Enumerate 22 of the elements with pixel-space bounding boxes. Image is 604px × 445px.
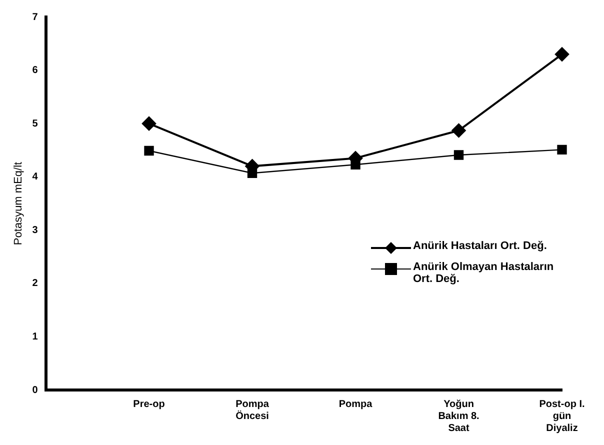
y-tick-label: 5: [32, 118, 38, 130]
y-axis-title: Potasyum mEq/lt: [12, 162, 25, 246]
y-tick-label: 3: [32, 224, 38, 236]
x-tick-label: Yoğun Bakım 8. Saat: [438, 398, 480, 434]
x-tick-label: Pompa: [338, 398, 373, 410]
point: [555, 47, 569, 62]
x-tick-label: Pompa Öncesi: [236, 398, 270, 422]
y-tick-label: 6: [32, 65, 38, 76]
point: [557, 144, 567, 155]
point: [144, 146, 154, 156]
y-tick-label: 1: [32, 331, 38, 342]
y-tick-label: 7: [32, 12, 38, 23]
legend-label: Anürik Olmayan Hastaların Ort. Değ.: [413, 261, 555, 285]
point: [452, 124, 466, 138]
x-tick-label: Post-op I. gün Diyaliz: [539, 398, 585, 434]
point: [454, 150, 464, 160]
x-tick-label: Pre-op: [133, 398, 165, 410]
y-tick-label: 4: [32, 172, 38, 183]
point: [142, 116, 156, 131]
legend-label: Anürik Hastaları Ort. Değ.: [413, 240, 547, 252]
y-tick-label: 2: [32, 278, 38, 290]
y-tick-label: 0: [32, 384, 38, 396]
